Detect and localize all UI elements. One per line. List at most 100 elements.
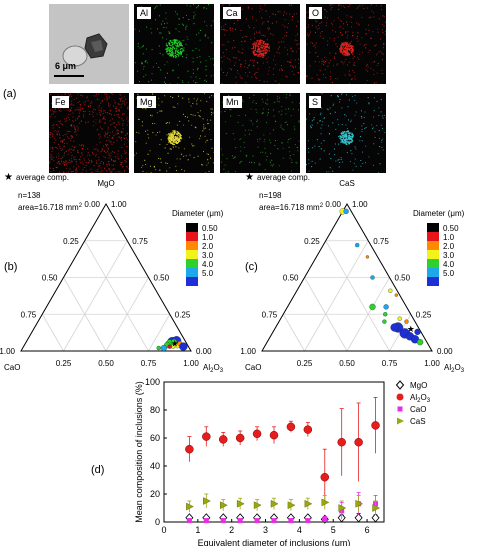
- colorbar-title: Diameter (μm): [172, 209, 224, 218]
- ternary-frame: [261, 203, 433, 352]
- right-axis-tick: 0.50: [395, 274, 411, 283]
- series-cao: [186, 492, 379, 524]
- left-axis-tick: 0.00: [84, 200, 100, 209]
- bottom-axis-tick: 1.00: [424, 359, 440, 368]
- colorbar-swatch: [186, 259, 198, 268]
- top-vertex-label: MgO: [97, 179, 114, 188]
- analysis-area: area=16.718 mm2: [18, 203, 83, 212]
- colorbar-value: 3.0: [443, 251, 455, 260]
- inclusion-point: [369, 303, 376, 311]
- inclusion-point: [390, 323, 399, 332]
- average-comp-legend: average comp.: [257, 173, 310, 182]
- colorbar-swatch: [427, 277, 439, 286]
- right-axis-tick: 0.25: [175, 310, 191, 319]
- colorbar-value: 4.0: [202, 260, 214, 269]
- data-point: [269, 430, 279, 440]
- right-axis-tick: 0.25: [416, 310, 432, 319]
- inclusion-point: [416, 339, 424, 346]
- left-axis-tick: 0.25: [63, 237, 79, 246]
- colorbar-value: 5.0: [202, 269, 214, 278]
- inclusion-point: [382, 319, 387, 324]
- data-point: [304, 499, 313, 508]
- colorbar-swatch: [186, 232, 198, 241]
- data-point: [218, 435, 228, 444]
- bottom-axis-tick: 0.25: [297, 359, 313, 368]
- sample-count: n=138: [18, 191, 41, 200]
- star-marker-icon: ★: [4, 172, 13, 183]
- data-point: [371, 421, 380, 430]
- x-tick-label: 3: [263, 525, 268, 535]
- inclusion-point: [355, 243, 360, 248]
- bottom-axis-tick: 0.75: [141, 359, 157, 368]
- colorbar-swatch: [427, 268, 439, 277]
- bottom-axis-tick: 0.50: [98, 359, 114, 368]
- ternary-diagram-cas-cao-al2o3: 0.00 1.00 0.25 0.75 0.50 0.50 0.75 0.25 1.00 0.00…: [241, 172, 465, 374]
- left-axis-tick: 0.50: [283, 274, 299, 283]
- panel-label: (c): [245, 261, 258, 273]
- series-cas: [186, 493, 381, 515]
- colorbar-swatch: [186, 250, 198, 259]
- y-tick-label: 20: [150, 489, 160, 499]
- colorbar-swatch: [186, 277, 198, 286]
- eds-maps-panel: 6 μm Al Ca O Fe Mg Mn S (a): [0, 0, 482, 175]
- ternary-grid: [41, 240, 171, 352]
- colorbar-swatch: [427, 250, 439, 259]
- inclusion-points: [156, 336, 188, 352]
- data-point: [220, 518, 226, 524]
- bottom-axis-tick: 1.00: [183, 359, 199, 368]
- legend-label-al2o3: Al2O3: [410, 393, 431, 404]
- average-composition-star: ★: [171, 339, 179, 349]
- bottom-axis-tick: 0.25: [56, 359, 72, 368]
- data-point: [287, 501, 296, 510]
- colorbar-swatch: [186, 241, 198, 250]
- inclusion-particle-image: [49, 4, 129, 84]
- right-axis-tick: 1.00: [111, 200, 127, 209]
- colorbar-value: 2.0: [443, 242, 455, 251]
- colorbar-swatch: [186, 268, 198, 277]
- colorbar-value: 3.0: [202, 251, 214, 260]
- data-point: [303, 425, 313, 434]
- left-axis-tick: 0.75: [262, 310, 278, 319]
- data-point: [338, 504, 347, 512]
- data-point: [322, 516, 328, 522]
- sample-count: n=198: [259, 191, 282, 200]
- data-point: [286, 422, 296, 432]
- colorbar-value: 0.50: [202, 224, 218, 233]
- panel-label-d: (d): [91, 464, 105, 476]
- data-point: [203, 497, 211, 505]
- right-axis-tick: 0.75: [132, 237, 148, 246]
- eds-map-s: S: [306, 93, 386, 173]
- inclusion-point: [343, 208, 349, 214]
- x-tick-label: 4: [297, 525, 302, 535]
- eds-map-label: Al: [137, 7, 152, 19]
- x-tick-label: 6: [365, 525, 370, 535]
- data-point: [252, 429, 262, 439]
- left-axis-tick: 0.75: [21, 310, 37, 319]
- data-point: [321, 498, 330, 507]
- left-axis-tick: 0.50: [42, 274, 58, 283]
- sem-image-tile: 6 μm: [49, 4, 129, 84]
- data-point: [337, 437, 346, 447]
- left-vertex-label: CaO: [4, 363, 20, 372]
- x-tick-label: 0: [161, 525, 166, 535]
- eds-map-ca: Ca: [220, 4, 300, 84]
- right-axis-tick: 0.75: [373, 237, 389, 246]
- x-tick-label: 2: [229, 525, 234, 535]
- colorbar-swatch: [427, 223, 439, 232]
- colorbar-value: 5.0: [443, 269, 455, 278]
- colorbar-swatch: [427, 232, 439, 241]
- data-point: [270, 499, 279, 508]
- data-point: [288, 518, 294, 524]
- y-tick-label: 100: [145, 377, 160, 387]
- data-point: [203, 518, 209, 524]
- y-tick-label: 60: [150, 433, 160, 443]
- right-axis-tick: 0.00: [196, 347, 212, 356]
- eds-map-mg: Mg: [134, 93, 214, 173]
- inclusion-point: [404, 319, 409, 324]
- data-point: [235, 433, 245, 443]
- top-vertex-label: CaS: [339, 179, 355, 188]
- analysis-area: area=16.718 mm2: [259, 203, 324, 212]
- left-axis-tick: 1.00: [241, 347, 257, 356]
